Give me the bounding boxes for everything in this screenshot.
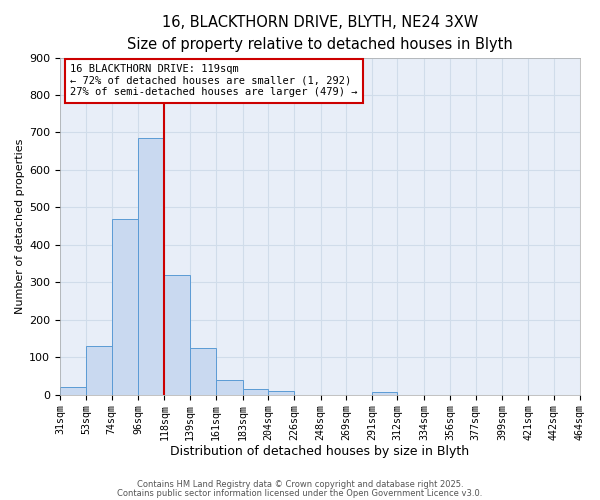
Bar [372, 392, 397, 394]
Title: 16, BLACKTHORN DRIVE, BLYTH, NE24 3XW
Size of property relative to detached hous: 16, BLACKTHORN DRIVE, BLYTH, NE24 3XW Si… [127, 15, 513, 52]
Bar [112, 218, 138, 394]
Bar [60, 387, 86, 394]
Bar [216, 380, 242, 394]
Bar [242, 389, 268, 394]
Bar [138, 138, 164, 394]
Bar [268, 391, 294, 394]
Text: 16 BLACKTHORN DRIVE: 119sqm
← 72% of detached houses are smaller (1, 292)
27% of: 16 BLACKTHORN DRIVE: 119sqm ← 72% of det… [70, 64, 358, 98]
Bar [190, 348, 216, 395]
Bar [164, 275, 190, 394]
Text: Contains public sector information licensed under the Open Government Licence v3: Contains public sector information licen… [118, 488, 482, 498]
Text: Contains HM Land Registry data © Crown copyright and database right 2025.: Contains HM Land Registry data © Crown c… [137, 480, 463, 489]
Bar [86, 346, 112, 395]
X-axis label: Distribution of detached houses by size in Blyth: Distribution of detached houses by size … [170, 444, 470, 458]
Y-axis label: Number of detached properties: Number of detached properties [15, 138, 25, 314]
